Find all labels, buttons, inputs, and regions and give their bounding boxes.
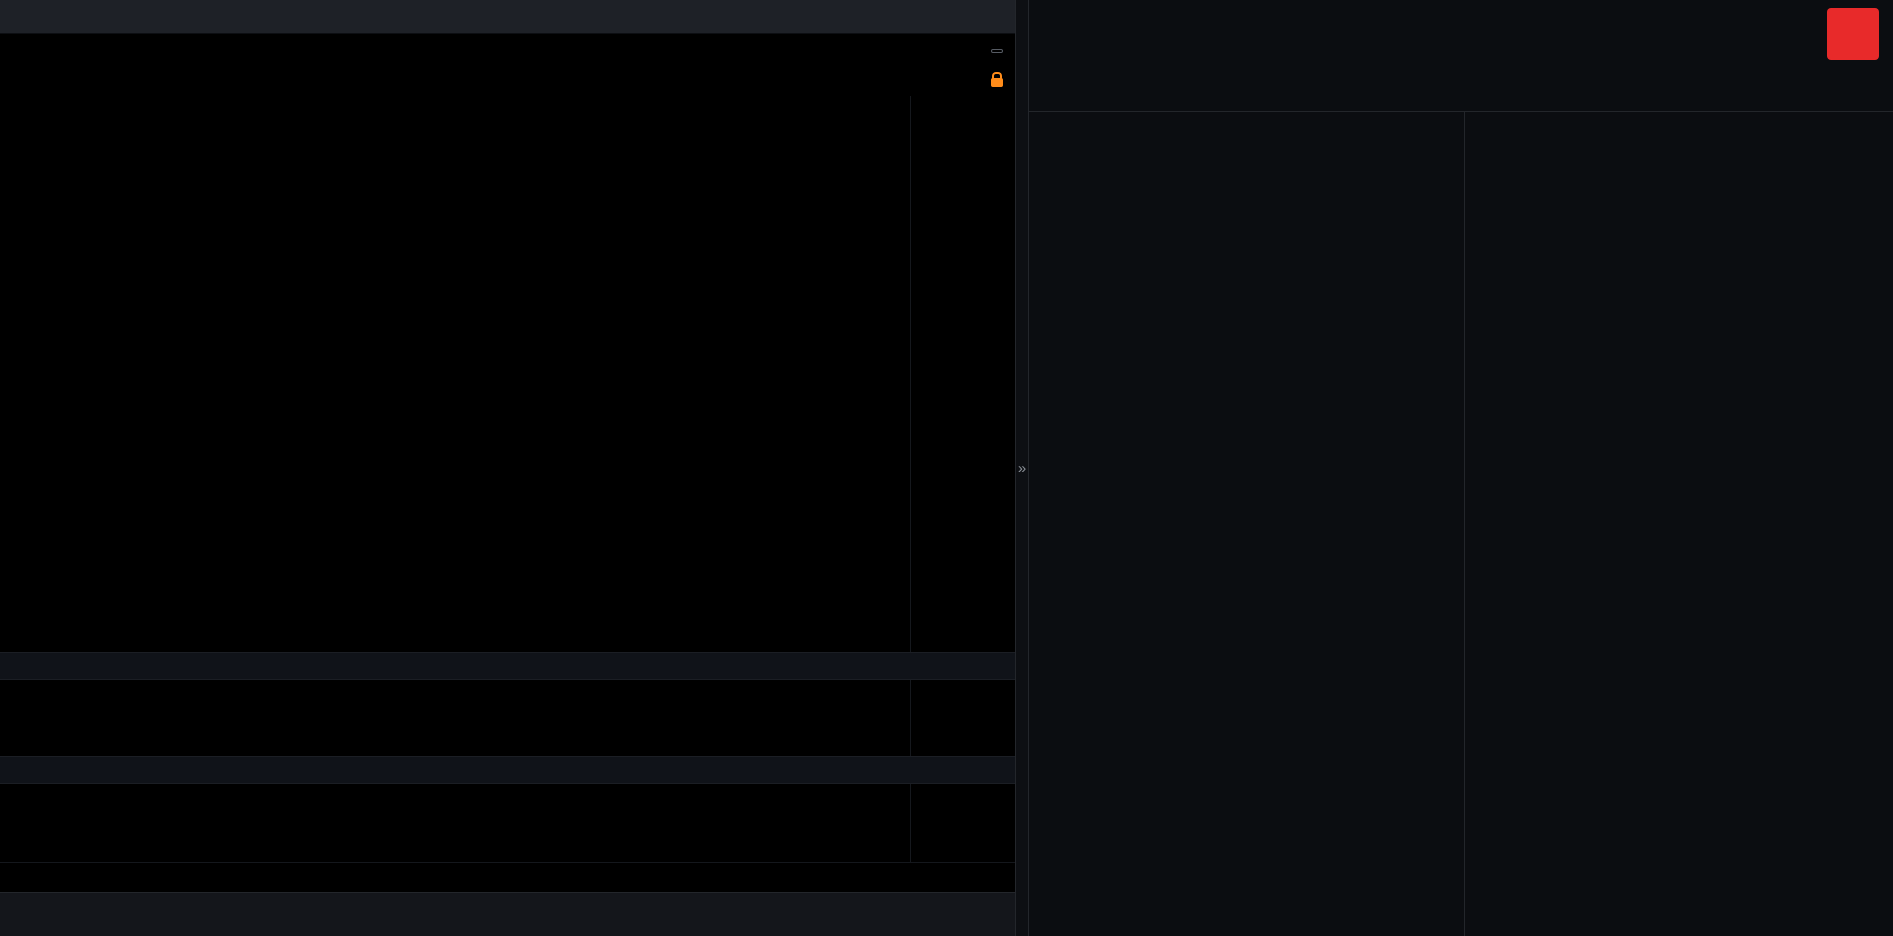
ma-legend-row xyxy=(0,68,1015,96)
chart-section xyxy=(0,0,1015,936)
volume-chart[interactable] xyxy=(0,680,910,756)
buy-button[interactable] xyxy=(1827,8,1879,60)
chart-toolbar xyxy=(0,0,1015,34)
volume-pane xyxy=(0,680,1015,756)
time-axis xyxy=(0,862,1015,892)
macd-chart[interactable] xyxy=(0,784,910,862)
macd-pane-header xyxy=(0,756,1015,784)
order-book-panel xyxy=(1029,112,1464,936)
price-axis xyxy=(910,96,1015,652)
candlestick-chart[interactable] xyxy=(0,96,910,652)
main-candlestick-pane xyxy=(0,96,1015,652)
etf-info-panel xyxy=(1464,112,1893,936)
volume-pane-header xyxy=(0,652,1015,680)
indicator-tabs xyxy=(0,892,1015,936)
macd-pane xyxy=(0,784,1015,862)
wp-badge[interactable] xyxy=(991,49,1003,53)
panel-collapse-handle[interactable]: » xyxy=(1015,0,1029,936)
volume-axis xyxy=(910,680,1015,756)
lock-icon[interactable] xyxy=(991,71,1003,87)
quote-header xyxy=(1029,0,1893,112)
instrument-info-row xyxy=(0,34,1015,68)
macd-axis xyxy=(910,784,1015,862)
quote-section xyxy=(1029,0,1893,936)
